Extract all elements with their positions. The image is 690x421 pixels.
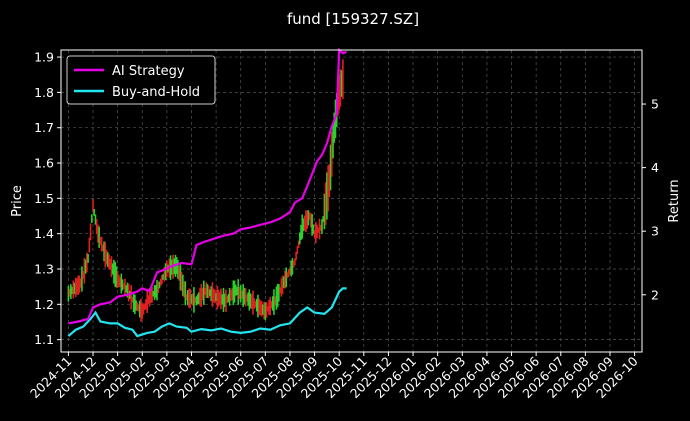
right-tick-label: 5 bbox=[651, 97, 659, 112]
left-tick-label: 1.3 bbox=[34, 261, 54, 276]
left-tick-label: 1.6 bbox=[34, 156, 54, 171]
right-tick-label: 3 bbox=[651, 224, 659, 239]
left-tick-label: 1.4 bbox=[34, 226, 54, 241]
grid bbox=[61, 50, 642, 352]
chart-title: fund [159327.SZ] bbox=[287, 10, 419, 28]
left-tick-label: 1.9 bbox=[34, 50, 54, 65]
plot-frame bbox=[60, 49, 643, 353]
left-tick-label: 1.7 bbox=[34, 120, 54, 135]
buy-and-hold-line bbox=[67, 287, 347, 338]
right-tick-label: 2 bbox=[651, 287, 659, 302]
legend-label-ai-strategy: AI Strategy bbox=[112, 64, 185, 79]
ai-strategy-line bbox=[68, 47, 347, 325]
price-bars bbox=[67, 59, 344, 322]
left-tick-label: 1.8 bbox=[34, 85, 54, 100]
left-axis-label: Price bbox=[10, 185, 25, 217]
left-axis: 1.1 1.2 1.3 1.4 1.5 1.6 1.7 1.8 1.9 bbox=[34, 50, 61, 347]
left-tick-label: 1.1 bbox=[34, 332, 54, 347]
legend: AI Strategy Buy-and-Hold bbox=[66, 55, 216, 105]
left-tick-label: 1.5 bbox=[34, 191, 54, 206]
left-tick-label: 1.2 bbox=[34, 297, 54, 312]
x-axis: 2024-112024-122025-012025-022025-032025-… bbox=[27, 352, 641, 401]
right-axis: 2 3 4 5 bbox=[642, 97, 659, 302]
right-tick-label: 4 bbox=[651, 160, 659, 175]
legend-label-buy-and-hold: Buy-and-Hold bbox=[112, 85, 200, 100]
right-axis-label: Return bbox=[667, 179, 682, 222]
